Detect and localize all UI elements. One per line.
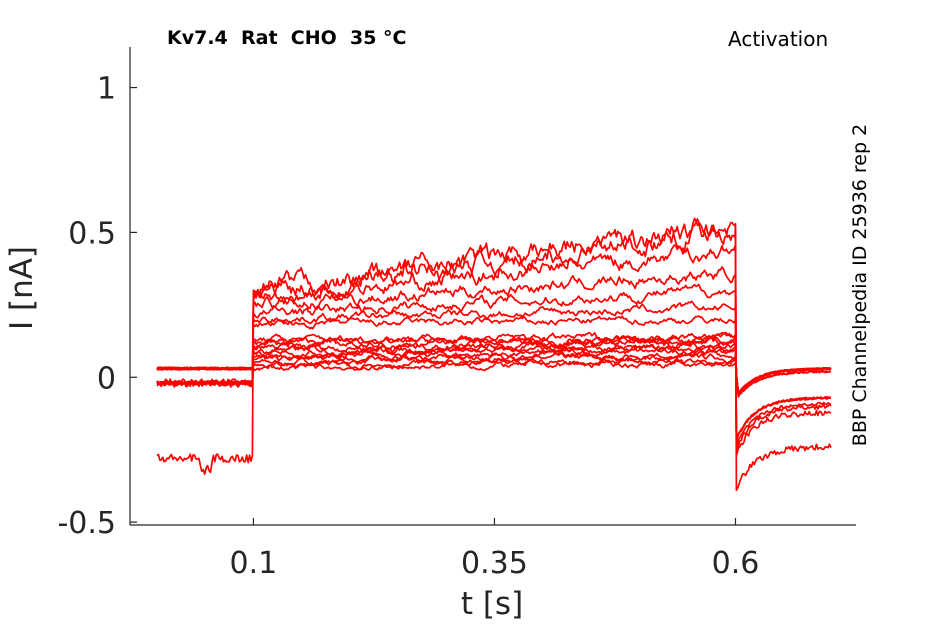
current-trace-3 — [156, 346, 832, 394]
x-tick-label: 0.35 — [461, 546, 528, 581]
current-trace-6 — [156, 335, 832, 396]
current-trace-11 — [156, 331, 832, 394]
current-trace-13 — [156, 300, 831, 442]
y-axis-label: I [nA] — [4, 245, 40, 331]
y-tick-label: 0 — [97, 361, 116, 396]
current-trace-4 — [156, 343, 832, 395]
current-trace-1 — [156, 351, 832, 394]
current-trace-14 — [156, 283, 832, 442]
current-trace-15 — [156, 266, 832, 448]
current-trace-18 — [156, 217, 832, 492]
y-tick-label: 0.5 — [68, 216, 116, 251]
current-trace-9 — [156, 355, 832, 398]
current-trace-16 — [156, 244, 832, 451]
current-trace-12 — [156, 315, 832, 442]
axes: 0.1 0.35 0.6 -0.5 0 0.5 1 — [57, 47, 856, 581]
y-tick-label: 1 — [97, 72, 116, 107]
source-label: BBP Channelpedia ID 25936 rep 2 — [849, 123, 871, 447]
y-tick-label: -0.5 — [57, 506, 116, 541]
x-tick-label: 0.1 — [230, 546, 278, 581]
current-trace-10 — [156, 357, 832, 397]
current-traces — [156, 217, 832, 492]
x-axis-label: t [s] — [460, 586, 524, 622]
protocol-label: Activation — [728, 27, 829, 51]
current-trace-2 — [156, 350, 832, 395]
x-tick-label: 0.6 — [712, 546, 760, 581]
chart-title: Kv7.4 Rat CHO 35 °C — [167, 27, 407, 49]
current-trace-17 — [156, 218, 832, 457]
